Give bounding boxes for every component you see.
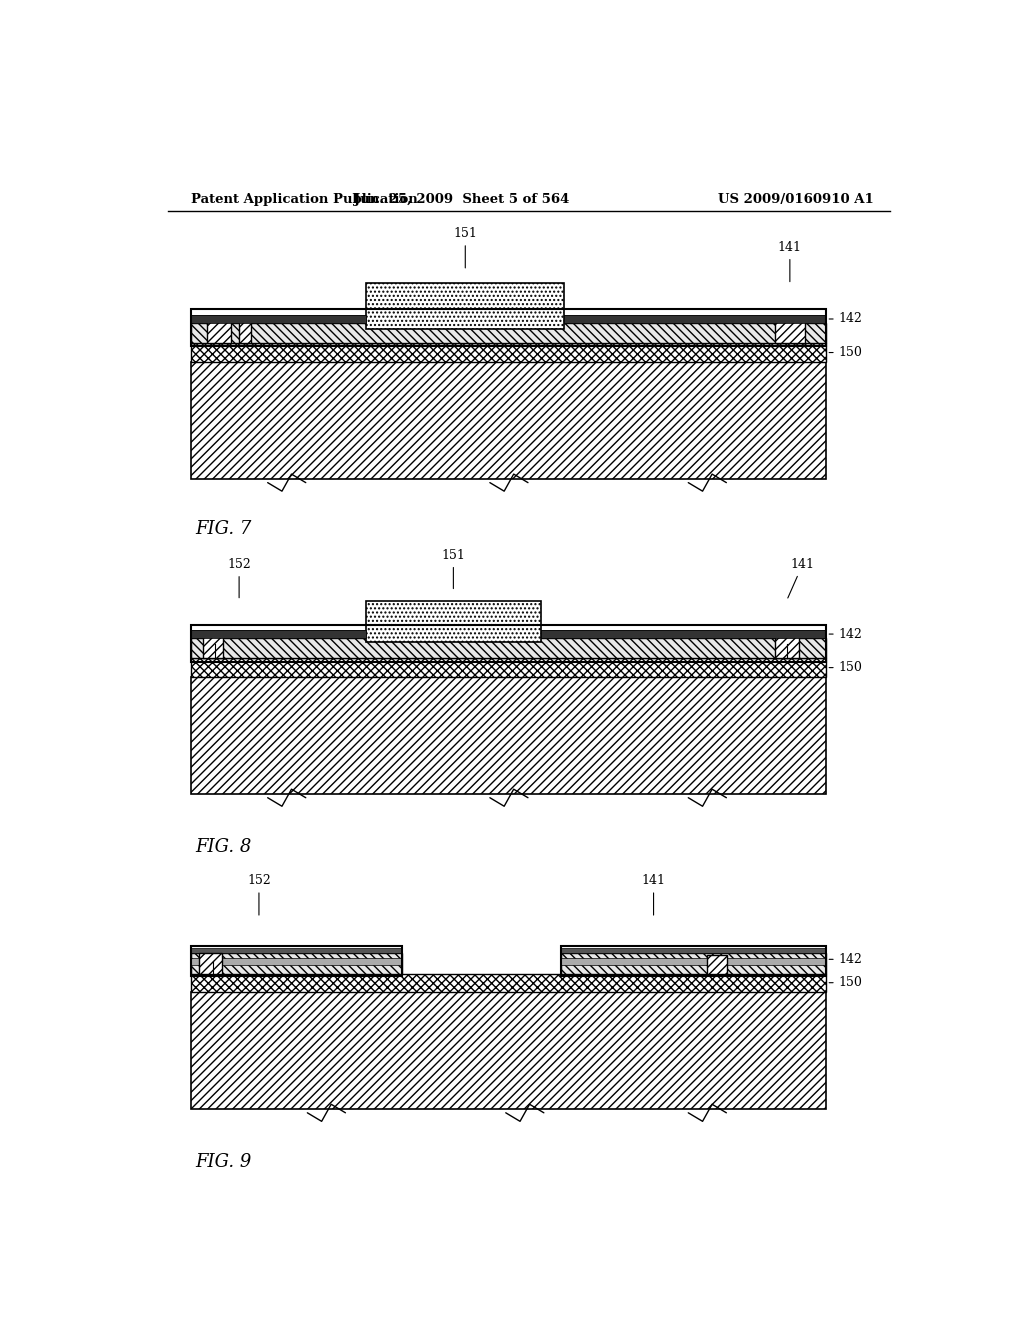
Text: Jun. 25, 2009  Sheet 5 of 564: Jun. 25, 2009 Sheet 5 of 564 bbox=[353, 193, 569, 206]
Bar bbox=[560, 958, 826, 965]
Bar bbox=[207, 315, 231, 343]
Bar bbox=[191, 630, 826, 638]
Bar bbox=[541, 630, 826, 638]
Bar bbox=[191, 315, 367, 323]
Bar bbox=[564, 315, 826, 323]
Text: FIG. 9: FIG. 9 bbox=[196, 1152, 252, 1171]
Bar bbox=[191, 958, 401, 965]
Bar bbox=[560, 953, 826, 974]
Bar bbox=[775, 636, 799, 659]
Bar bbox=[191, 315, 826, 323]
Text: 142: 142 bbox=[839, 627, 862, 640]
Text: FIG. 8: FIG. 8 bbox=[196, 838, 252, 855]
Bar bbox=[204, 635, 223, 659]
Text: 152: 152 bbox=[227, 558, 251, 598]
Text: 141: 141 bbox=[642, 874, 666, 915]
Bar bbox=[367, 601, 541, 643]
Bar bbox=[191, 309, 826, 346]
Text: Patent Application Publication: Patent Application Publication bbox=[191, 193, 418, 206]
Bar bbox=[191, 362, 826, 479]
Bar bbox=[707, 956, 727, 974]
Bar bbox=[191, 630, 367, 638]
Bar bbox=[560, 946, 826, 975]
Bar bbox=[191, 323, 826, 343]
Text: FIG. 7: FIG. 7 bbox=[196, 520, 252, 539]
Bar bbox=[191, 953, 401, 974]
Text: 142: 142 bbox=[839, 313, 862, 326]
Text: 151: 151 bbox=[454, 227, 477, 268]
Text: US 2009/0160910 A1: US 2009/0160910 A1 bbox=[718, 193, 873, 206]
Bar bbox=[200, 953, 221, 974]
Bar bbox=[191, 948, 401, 953]
Bar bbox=[191, 659, 826, 677]
Bar bbox=[191, 624, 826, 661]
Text: 150: 150 bbox=[839, 977, 862, 989]
Bar bbox=[560, 948, 826, 953]
Text: 141: 141 bbox=[778, 242, 802, 281]
Bar bbox=[191, 946, 401, 975]
Text: 150: 150 bbox=[839, 346, 862, 359]
Bar bbox=[191, 343, 826, 362]
Text: 151: 151 bbox=[441, 549, 465, 589]
Bar bbox=[240, 315, 251, 343]
Bar bbox=[367, 284, 564, 329]
Bar bbox=[191, 974, 826, 991]
Bar bbox=[191, 638, 826, 659]
Text: 141: 141 bbox=[787, 558, 814, 598]
Bar bbox=[191, 991, 826, 1109]
Text: 150: 150 bbox=[839, 661, 862, 675]
Text: 152: 152 bbox=[247, 874, 270, 915]
Bar bbox=[191, 677, 826, 793]
Bar bbox=[775, 318, 805, 343]
Text: 142: 142 bbox=[839, 953, 862, 966]
